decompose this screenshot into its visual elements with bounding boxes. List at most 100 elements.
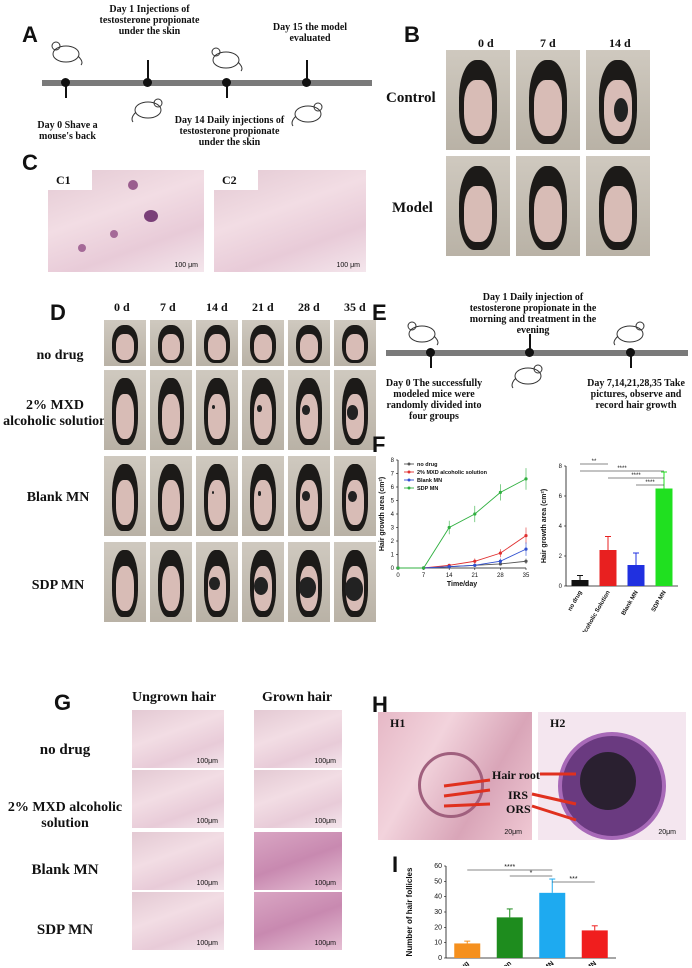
- bar: [572, 580, 589, 586]
- mouse-photo: [196, 370, 238, 450]
- y-tick-label: 40: [434, 894, 442, 901]
- timeline-a-day14-text: Day 14 Daily injections of testosterone …: [172, 115, 287, 148]
- y-tick-label: 8: [391, 458, 395, 464]
- data-point: [448, 565, 451, 568]
- histology-g-r1-c0: 100μm: [132, 770, 224, 828]
- panel-d-col-5: 35 d: [344, 300, 366, 315]
- timeline-a-pin: [306, 60, 308, 80]
- y-tick-label: 20: [434, 924, 442, 931]
- panel-b-row-model: Model: [392, 200, 433, 217]
- panel-g-row-0: no drug: [10, 742, 120, 759]
- x-tick-label: 2% MXD alcoholic Solution: [440, 960, 513, 966]
- series-line: [398, 549, 526, 568]
- histology-g-scale: 100μm: [196, 880, 218, 887]
- x-tick-label: Blank MN: [621, 590, 640, 617]
- chart-i-bar: 0 10 20 30 40 50 60 Number of hair follicles no …: [398, 858, 688, 966]
- mouse-sketch-icon: [612, 316, 648, 346]
- y-axis-label: Hair growth area (cm²): [379, 477, 386, 551]
- y-tick-label: 2: [391, 539, 395, 545]
- x-tick-label: Blank MN: [569, 960, 598, 966]
- bar: [539, 893, 565, 958]
- histology-h2-label: H2: [550, 716, 565, 731]
- timeline-a-pin: [226, 84, 228, 98]
- mouse-photo: [104, 370, 146, 450]
- panel-label-b: B: [404, 22, 420, 48]
- x-tick-label: 14: [446, 573, 453, 579]
- panel-b-row-control: Control: [386, 90, 436, 107]
- significance-label: ****: [631, 473, 641, 479]
- histology-g-scale: 100μm: [196, 758, 218, 765]
- histology-c2-scale: 100 μm: [337, 262, 361, 269]
- mouse-photo: [586, 50, 650, 150]
- x-tick-label: 7: [422, 573, 426, 579]
- series-line: [398, 561, 526, 568]
- bar: [600, 550, 617, 586]
- histology-g-r2-c0: 100μm: [132, 832, 224, 890]
- mouse-photo: [150, 370, 192, 450]
- timeline-a-pin: [65, 84, 67, 98]
- bar: [628, 565, 645, 586]
- timeline-a-day0-text: Day 0 Shave a mouse's back: [20, 120, 115, 142]
- y-tick-label: 7: [391, 472, 395, 478]
- x-tick-label: SDP MN: [530, 960, 555, 966]
- timeline-a-pin: [147, 60, 149, 80]
- y-tick-label: 0: [438, 955, 442, 962]
- mouse-photo: [516, 156, 580, 256]
- significance-label: ****: [504, 864, 515, 871]
- series-line: [398, 479, 526, 568]
- panel-g-row-2: Blank MN: [10, 862, 120, 879]
- mouse-photo: [288, 320, 330, 366]
- mouse-photo: [446, 156, 510, 256]
- x-tick-label: 21: [471, 573, 478, 579]
- timeline-a-day1-text: Day 1 Injections of testosterone propion…: [92, 4, 207, 37]
- y-tick-label: 3: [391, 526, 395, 532]
- significance-label: ***: [569, 876, 577, 883]
- panel-g-row-3: SDP MN: [10, 922, 120, 939]
- histology-h2-scale: 20μm: [658, 829, 676, 836]
- panel-label-a: A: [22, 22, 38, 48]
- histology-g-r3-c0: 100μm: [132, 892, 224, 950]
- histology-g-scale: 100μm: [314, 940, 336, 947]
- histology-c1-label: C1: [56, 173, 71, 188]
- mouse-photo: [104, 456, 146, 536]
- x-axis-label: Time/day: [447, 581, 477, 588]
- timeline-e-dayn-text: Day 7,14,21,28,35 Take pictures, observe…: [584, 378, 688, 411]
- legend-marker: [408, 463, 411, 466]
- timeline-e-day0-text: Day 0 The successfully modeled mice were…: [384, 378, 484, 422]
- legend-marker: [408, 471, 411, 474]
- mouse-photo: [334, 320, 376, 366]
- mouse-sketch-icon: [290, 98, 326, 128]
- x-tick-label: no drug: [567, 590, 584, 613]
- significance-label: **: [592, 459, 597, 465]
- mouse-photo: [104, 320, 146, 366]
- histology-g-r0-c1: 100μm: [254, 710, 342, 768]
- histology-g-r0-c0: 100μm: [132, 710, 224, 768]
- histology-h1-label: H1: [390, 716, 405, 731]
- data-point: [473, 512, 476, 515]
- panel-d-col-1: 7 d: [160, 300, 176, 315]
- data-point: [499, 560, 502, 563]
- mouse-photo: [196, 542, 238, 622]
- panel-label-e: E: [372, 300, 387, 326]
- y-axis-label: Number of hair follicles: [405, 867, 414, 956]
- mouse-photo: [150, 320, 192, 366]
- mouse-photo: [196, 456, 238, 536]
- panel-g-col-1: Grown hair: [262, 690, 332, 706]
- panel-d-row-3: SDP MN: [18, 578, 98, 594]
- chart-f-line: 0 1 2 3 4 5 6 7 8 0 7 14 21 28 35 Time/day Hair growth a…: [376, 452, 536, 602]
- legend-marker: [408, 479, 411, 482]
- mouse-photo: [334, 456, 376, 536]
- panel-d-col-3: 21 d: [252, 300, 274, 315]
- mouse-sketch-icon: [48, 36, 84, 66]
- x-tick-label: no drug: [446, 960, 470, 966]
- histology-g-scale: 100μm: [196, 818, 218, 825]
- histology-g-scale: 100μm: [314, 880, 336, 887]
- histology-g-scale: 100μm: [196, 940, 218, 947]
- data-point: [422, 566, 425, 569]
- x-tick-label: 28: [497, 573, 504, 579]
- histology-g-r1-c1: 100μm: [254, 770, 342, 828]
- data-point: [524, 548, 527, 551]
- panel-d-col-4: 28 d: [298, 300, 320, 315]
- histology-c1: C1 100 μm: [48, 170, 204, 272]
- panel-d-col-2: 14 d: [206, 300, 228, 315]
